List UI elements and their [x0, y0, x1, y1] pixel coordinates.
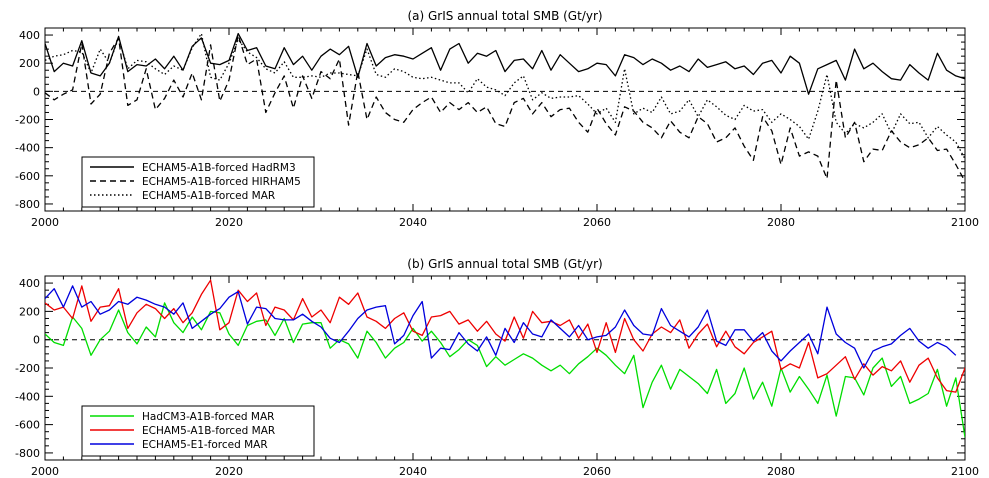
legend-label: ECHAM5-A1B-forced MAR — [142, 190, 275, 202]
legend-label: ECHAM5-A1B-forced MAR — [142, 425, 275, 437]
y-tick-label: -400 — [15, 142, 40, 155]
legend-label: ECHAM5-A1B-forced HIRHAM5 — [142, 176, 301, 188]
panel-b: (b) GrIS annual total SMB (Gt/yr)2000 202… — [15, 257, 979, 478]
x-tick-label: 2080 — [767, 216, 795, 229]
chart-title: (a) GrIS annual total SMB (Gt/yr) — [407, 9, 602, 23]
x-tick-label: 2020 — [215, 216, 243, 229]
x-tick-label: 2020 — [215, 465, 243, 478]
series-line-1 — [45, 279, 965, 393]
x-tick-label: 2000 — [31, 216, 59, 229]
x-tick-label: 2000 — [31, 465, 59, 478]
y-tick-label: 200 — [19, 57, 40, 70]
y-tick-label: -800 — [15, 447, 40, 460]
legend-label: ECHAM5-E1-forced MAR — [142, 439, 268, 451]
series-line-0 — [45, 32, 965, 95]
x-tick-label: 2080 — [767, 465, 795, 478]
x-tick-label: 2040 — [399, 465, 427, 478]
y-tick-label: -400 — [15, 390, 40, 403]
y-tick-label: -800 — [15, 198, 40, 211]
y-tick-label: -200 — [15, 362, 40, 375]
x-tick-label: 2060 — [583, 465, 611, 478]
x-tick-label: 2040 — [399, 216, 427, 229]
legend-label: HadCM3-A1B-forced MAR — [142, 411, 274, 423]
y-tick-label: 400 — [19, 29, 40, 42]
series-line-0 — [45, 302, 965, 438]
y-tick-label: -200 — [15, 114, 40, 127]
panel-a: (a) GrIS annual total SMB (Gt/yr)2000 202… — [15, 9, 979, 229]
series-line-2 — [45, 32, 965, 160]
x-tick-label: 2060 — [583, 216, 611, 229]
y-tick-label: 0 — [33, 334, 40, 347]
y-tick-label: -600 — [15, 419, 40, 432]
legend-box — [81, 156, 315, 208]
chart-title: (b) GrIS annual total SMB (Gt/yr) — [407, 257, 602, 271]
x-tick-label: 2100 — [951, 216, 979, 229]
x-tick-label: 2100 — [951, 465, 979, 478]
y-tick-label: -600 — [15, 170, 40, 183]
y-tick-label: 400 — [19, 277, 40, 290]
y-tick-label: 0 — [33, 85, 40, 98]
y-tick-label: 200 — [19, 305, 40, 318]
legend-label: ECHAM5-A1B-forced HadRM3 — [142, 162, 296, 174]
series-line-2 — [45, 285, 957, 369]
legend-box — [81, 405, 315, 457]
